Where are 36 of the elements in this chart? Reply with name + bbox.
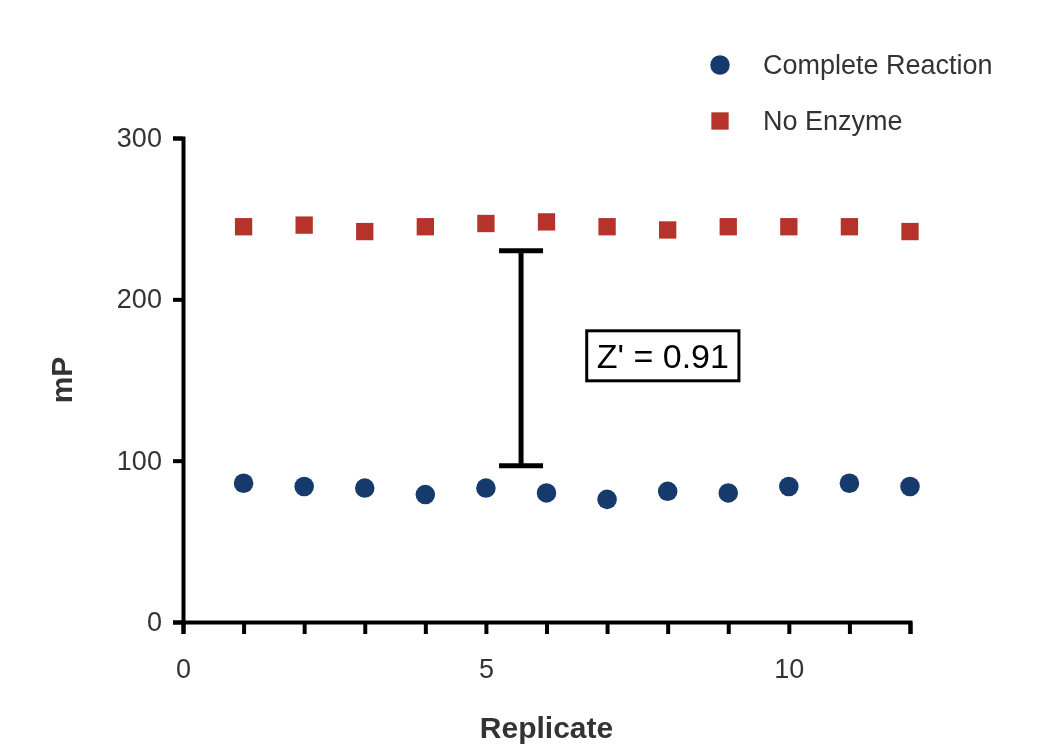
x-tick-label: 5 (478, 653, 494, 684)
point (840, 218, 859, 236)
point (657, 481, 678, 502)
point (415, 484, 436, 505)
point (598, 218, 616, 236)
y-tick-label: 200 (116, 284, 162, 315)
point (356, 222, 374, 241)
x-axis-title: Replicate (479, 711, 614, 744)
point (659, 221, 677, 239)
point (354, 478, 375, 498)
y-tick-label: 100 (116, 445, 162, 476)
legend-label: Complete Reaction (763, 50, 993, 80)
y-tick-label: 300 (116, 123, 162, 154)
point (901, 222, 919, 241)
point (900, 476, 920, 497)
annotation: Z' = 0.91 (596, 336, 729, 375)
point (597, 489, 617, 510)
point (233, 473, 254, 494)
point (477, 214, 495, 233)
point (295, 216, 313, 234)
point (476, 478, 496, 498)
x-tick-label: 0 (175, 653, 192, 684)
point (718, 483, 739, 503)
y-tick-label: 0 (146, 607, 162, 638)
point (779, 476, 799, 497)
point (719, 218, 737, 236)
legend-label: No Enzyme (763, 106, 903, 136)
point (780, 218, 798, 236)
y-axis-title: mP (45, 356, 78, 404)
point (234, 218, 253, 236)
point (839, 473, 860, 494)
x-tick-label: 10 (774, 653, 805, 684)
point (537, 213, 556, 231)
point (416, 218, 434, 236)
point (294, 476, 314, 497)
point (536, 483, 557, 503)
